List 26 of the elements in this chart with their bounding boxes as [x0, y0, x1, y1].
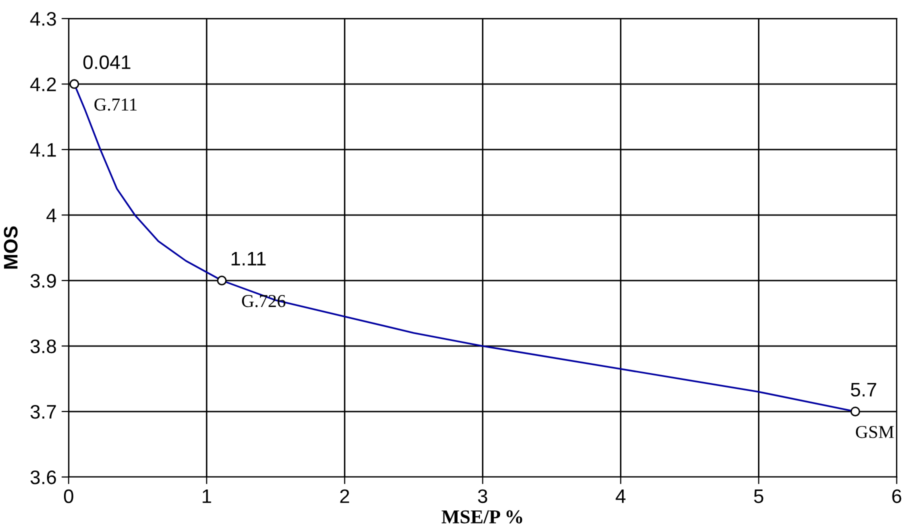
x-tick-label: 5	[754, 490, 764, 504]
y-tick-label: 4.3	[30, 12, 56, 26]
annotation: GSM	[856, 426, 894, 438]
annotation: 5.7	[850, 382, 876, 397]
y-tick-label: 3.8	[30, 339, 56, 354]
y-tick-label: 3.9	[30, 274, 56, 288]
y-axis-title: MOS	[4, 226, 18, 269]
y-tick-label: 3.7	[30, 404, 56, 419]
x-tick-label: 0	[64, 489, 74, 504]
x-axis-title: MSE/P %	[442, 510, 522, 524]
x-tick-label: 3	[478, 489, 488, 504]
point	[216, 276, 227, 286]
y-tick-label: 3.6	[30, 470, 56, 484]
y-tick-label: 4.2	[30, 78, 56, 92]
annotation: G.711	[94, 98, 137, 111]
x-tick-label: 2	[340, 489, 350, 503]
point	[850, 406, 860, 416]
x-tick-label: 1	[202, 490, 212, 503]
point	[69, 79, 80, 89]
annotation: G.726	[242, 294, 286, 308]
y-tick-label: 4	[46, 208, 56, 222]
y-tick-label: 4.1	[30, 143, 56, 157]
x-tick-label: 4	[616, 490, 626, 503]
annotation: 0.041	[83, 55, 130, 70]
x-tick-label: 6	[892, 489, 902, 504]
annotation: 1.11	[232, 252, 266, 266]
